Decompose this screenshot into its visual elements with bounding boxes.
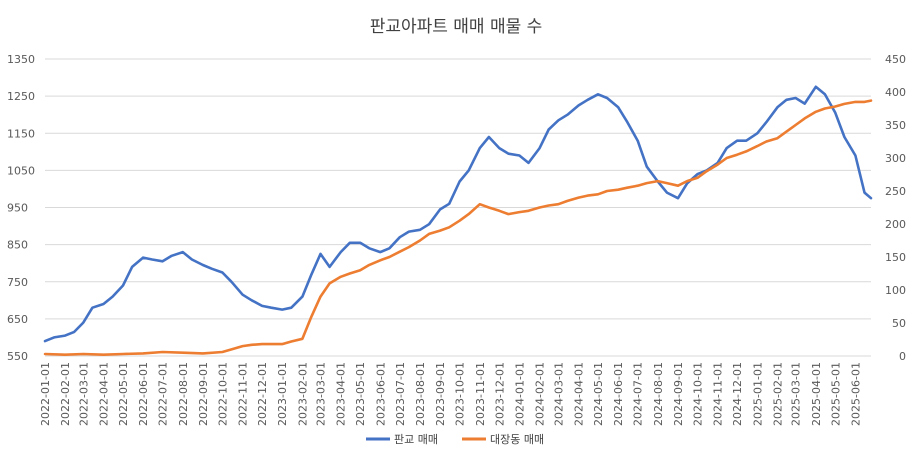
x-tick-label: 2025-05-01 (829, 362, 842, 426)
x-tick-label: 2023-10-01 (454, 362, 467, 426)
x-tick-label: 2023-06-01 (374, 362, 387, 426)
x-tick-label: 2022-02-01 (59, 362, 72, 426)
y-right-tick-label: 450 (885, 53, 906, 66)
x-tick-label: 2022-06-01 (137, 362, 150, 426)
chart-title: 판교아파트 매매 매물 수 (370, 17, 543, 37)
x-tick-label: 2024-01-01 (513, 362, 526, 426)
y-right-tick-label: 350 (885, 119, 906, 132)
y-right-tick-label: 400 (885, 86, 906, 99)
x-tick-label: 2023-11-01 (474, 362, 487, 426)
y-right-tick-label: 100 (885, 284, 906, 297)
x-tick-label: 2023-03-01 (315, 362, 328, 426)
x-tick-label: 2022-07-01 (157, 362, 170, 426)
y-axis-left: 550 650 750 850 950 1050 1150 1250 1350 (7, 53, 35, 363)
x-tick-label: 2025-03-01 (790, 362, 803, 426)
y-left-tick-label: 1350 (7, 53, 35, 66)
y-left-tick-label: 950 (7, 202, 28, 215)
series-line-1 (43, 85, 873, 343)
y-left-tick-label: 850 (7, 239, 28, 252)
x-tick-label: 2025-02-01 (771, 362, 784, 426)
x-tick-label: 2023-12-01 (493, 362, 506, 426)
x-tick-label: 2022-04-01 (97, 362, 110, 426)
x-tick-label: 2022-05-01 (117, 362, 130, 426)
x-tick-label: 2024-04-01 (573, 362, 586, 426)
x-tick-label: 2023-07-01 (394, 362, 407, 426)
x-tick-label: 2024-12-01 (731, 362, 744, 426)
legend-label: 대장동 매매 (490, 433, 544, 446)
legend-label: 판교 매매 (394, 433, 438, 446)
series-lines (43, 85, 873, 357)
y-left-tick-label: 1150 (7, 127, 35, 140)
x-axis: 2022-01-01 2022-02-01 2022-03-01 2022-04-01… (39, 362, 862, 426)
x-tick-label: 2023-02-01 (296, 362, 309, 426)
x-tick-label: 2023-04-01 (335, 362, 348, 426)
gridlines (45, 58, 871, 357)
x-tick-label: 2022-08-01 (177, 362, 190, 426)
x-tick-label: 2024-03-01 (552, 362, 565, 426)
y-left-tick-label: 1050 (7, 164, 35, 177)
x-tick-label: 2024-07-01 (632, 362, 645, 426)
y-right-tick-label: 50 (892, 317, 906, 330)
x-tick-label: 2022-03-01 (77, 362, 90, 426)
y-left-tick-label: 550 (7, 350, 28, 363)
x-tick-label: 2025-01-01 (751, 362, 764, 426)
y-right-tick-label: 0 (899, 350, 906, 363)
y-right-tick-label: 250 (885, 185, 906, 198)
legend: 판교 매매 대장동 매매 (366, 433, 544, 446)
y-right-tick-label: 200 (885, 218, 906, 231)
x-tick-label: 2022-12-01 (256, 362, 269, 426)
x-tick-label: 2025-06-01 (849, 362, 862, 426)
series-line-2 (43, 99, 873, 357)
y-left-tick-label: 750 (7, 276, 28, 289)
x-tick-label: 2022-10-01 (216, 362, 229, 426)
x-tick-label: 2024-10-01 (691, 362, 704, 426)
y-right-tick-label: 150 (885, 251, 906, 264)
x-tick-label: 2022-11-01 (237, 362, 250, 426)
x-tick-label: 2023-05-01 (354, 362, 367, 426)
y-left-tick-label: 650 (7, 313, 28, 326)
y-left-tick-label: 1250 (7, 90, 35, 103)
x-tick-label: 2023-09-01 (434, 362, 447, 426)
x-tick-label: 2023-01-01 (276, 362, 289, 426)
x-tick-label: 2024-09-01 (672, 362, 685, 426)
x-tick-label: 2024-08-01 (652, 362, 665, 426)
x-tick-label: 2022-01-01 (39, 362, 52, 426)
x-tick-label: 2024-02-01 (534, 362, 547, 426)
x-tick-label: 2025-04-01 (810, 362, 823, 426)
x-tick-label: 2024-11-01 (712, 362, 725, 426)
y-right-tick-label: 300 (885, 152, 906, 165)
x-tick-label: 2023-08-01 (414, 362, 427, 426)
x-tick-label: 2024-05-01 (592, 362, 605, 426)
x-tick-label: 2022-09-01 (197, 362, 210, 426)
x-tick-label: 2024-06-01 (612, 362, 625, 426)
y-axis-right: 0 50 100 150 200 250 300 350 400 450 (885, 53, 906, 363)
